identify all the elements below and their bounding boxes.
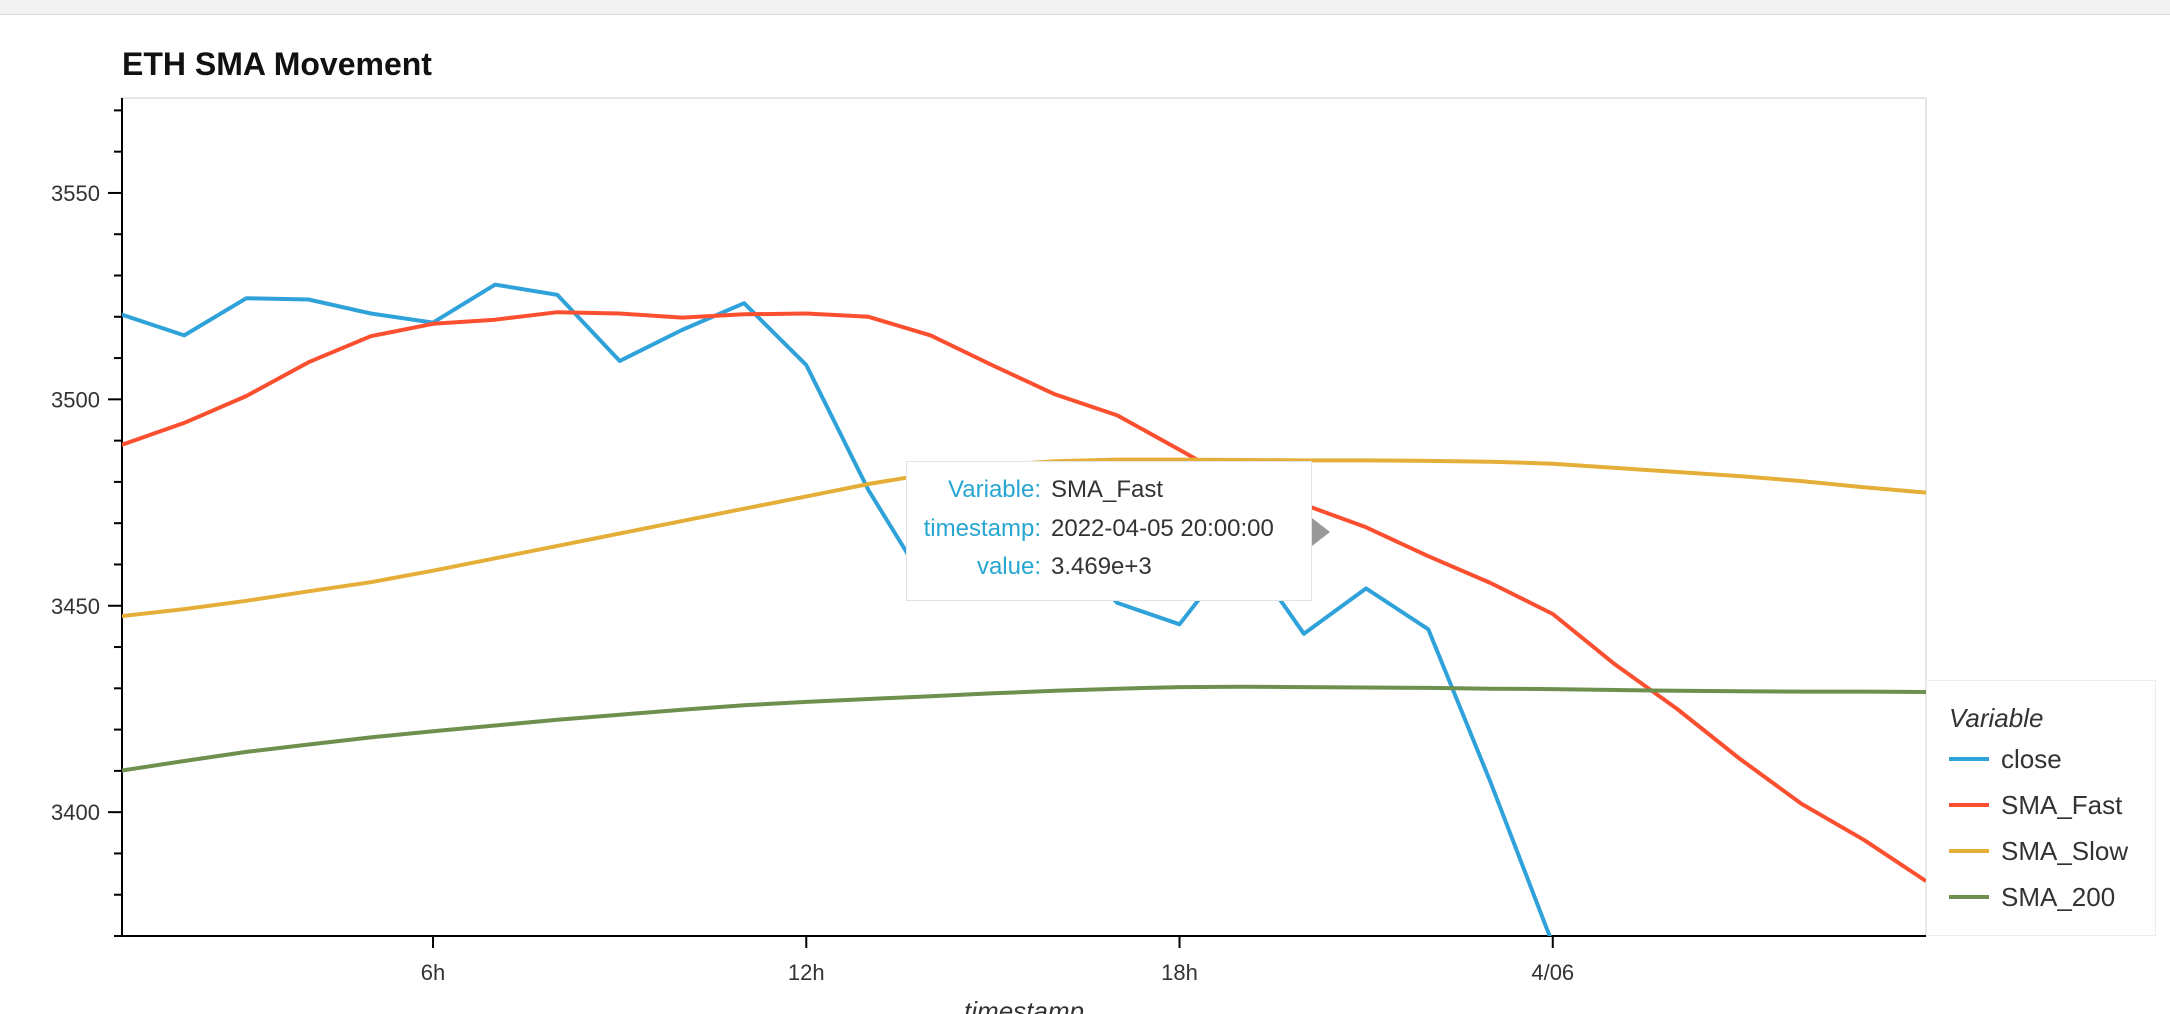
- legend-title: Variable: [1949, 703, 2044, 733]
- x-tick-label: 18h: [1161, 960, 1198, 985]
- tooltip-row-variable: Variable: SMA_Fast: [907, 472, 1311, 508]
- series-line-sma-200: [122, 684, 1926, 773]
- series-line-close: [122, 282, 1552, 936]
- x-axis-label: timestamp: [964, 996, 1084, 1014]
- tooltip-key: timestamp:: [923, 515, 1041, 542]
- legend-label: SMA_Slow: [2001, 836, 2129, 866]
- x-tick-label: 12h: [788, 960, 825, 985]
- hover-tooltip: Variable: SMA_Fast timestamp: 2022-04-05…: [906, 461, 1312, 601]
- tooltip-value: SMA_Fast: [1051, 476, 1164, 503]
- y-tick-label: 3550: [51, 181, 100, 206]
- tooltip-key: value:: [976, 553, 1041, 580]
- y-tick-label: 3500: [51, 387, 100, 412]
- legend-item-sma-slow[interactable]: SMA_Slow: [1949, 833, 2149, 869]
- y-tick-label: 3400: [51, 800, 100, 825]
- legend-swatch: [1949, 757, 1989, 761]
- x-tick-label: 4/06: [1531, 960, 1574, 985]
- tooltip-row-value: value: 3.469e+3: [907, 549, 1311, 585]
- legend: Variable close SMA_Fast SMA_Slow SMA_200: [1926, 680, 2156, 936]
- chart-title: ETH SMA Movement: [122, 46, 432, 82]
- browser-top-strip: [0, 0, 2170, 15]
- tooltip-value: 3.469e+3: [1051, 553, 1152, 580]
- legend-item-close[interactable]: close: [1949, 741, 2149, 777]
- tooltip-key: Variable:: [948, 476, 1041, 503]
- legend-label: close: [2001, 744, 2062, 774]
- tooltip-row-timestamp: timestamp: 2022-04-05 20:00:00: [907, 511, 1311, 547]
- legend-swatch: [1949, 849, 1989, 853]
- legend-item-sma-200[interactable]: SMA_200: [1949, 879, 2149, 915]
- series-line-sma-fast: [122, 310, 1926, 883]
- x-tick-label: 6h: [421, 960, 445, 985]
- legend-label: SMA_Fast: [2001, 790, 2123, 820]
- legend-label: SMA_200: [2001, 882, 2116, 912]
- legend-swatch: [1949, 803, 1989, 807]
- y-tick-label: 3450: [51, 594, 100, 619]
- legend-swatch: [1949, 895, 1989, 899]
- tooltip-value: 2022-04-05 20:00:00: [1051, 515, 1274, 542]
- tooltip-pointer: [1312, 518, 1330, 546]
- legend-item-sma-fast[interactable]: SMA_Fast: [1949, 787, 2149, 823]
